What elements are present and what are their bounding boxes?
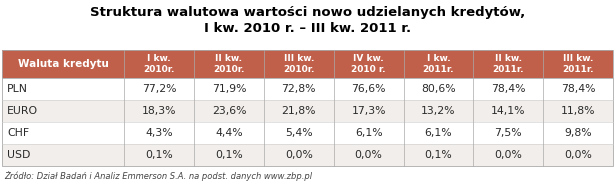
Text: IV kw.
2010 r.: IV kw. 2010 r.	[351, 54, 386, 74]
Text: 6,1%: 6,1%	[355, 128, 383, 138]
Text: 0,1%: 0,1%	[424, 150, 452, 160]
Bar	[2, 78, 613, 100]
Text: I kw. 2010 r. – III kw. 2011 r.: I kw. 2010 r. – III kw. 2011 r.	[204, 22, 411, 35]
Text: 17,3%: 17,3%	[351, 106, 386, 116]
Text: III kw.
2011r.: III kw. 2011r.	[562, 54, 594, 74]
Text: PLN: PLN	[7, 84, 28, 94]
Text: I kw.
2011r.: I kw. 2011r.	[423, 54, 454, 74]
Text: 4,4%: 4,4%	[215, 128, 243, 138]
Text: 11,8%: 11,8%	[561, 106, 595, 116]
Text: 6,1%: 6,1%	[424, 128, 452, 138]
Bar	[2, 50, 613, 78]
Text: 9,8%: 9,8%	[565, 128, 592, 138]
Text: 76,6%: 76,6%	[351, 84, 386, 94]
Text: Waluta kredytu: Waluta kredytu	[18, 59, 108, 69]
Text: 14,1%: 14,1%	[491, 106, 525, 116]
Bar	[2, 50, 613, 166]
Text: 21,8%: 21,8%	[282, 106, 316, 116]
Text: Struktura walutowa wartości nowo udzielanych kredytów,: Struktura walutowa wartości nowo udziela…	[90, 6, 525, 19]
Text: CHF: CHF	[7, 128, 29, 138]
Text: 0,1%: 0,1%	[215, 150, 243, 160]
Text: 0,0%: 0,0%	[494, 150, 522, 160]
Text: USD: USD	[7, 150, 30, 160]
Text: 18,3%: 18,3%	[142, 106, 177, 116]
Text: 23,6%: 23,6%	[212, 106, 246, 116]
Text: 0,0%: 0,0%	[285, 150, 312, 160]
Bar	[2, 122, 613, 144]
Text: 78,4%: 78,4%	[561, 84, 595, 94]
Bar	[2, 144, 613, 166]
Text: 13,2%: 13,2%	[421, 106, 456, 116]
Text: I kw.
2010r.: I kw. 2010r.	[143, 54, 175, 74]
Text: 5,4%: 5,4%	[285, 128, 312, 138]
Text: 71,9%: 71,9%	[212, 84, 246, 94]
Text: EURO: EURO	[7, 106, 38, 116]
Bar	[2, 100, 613, 122]
Text: 77,2%: 77,2%	[142, 84, 177, 94]
Text: 78,4%: 78,4%	[491, 84, 525, 94]
Text: 0,0%: 0,0%	[355, 150, 383, 160]
Text: 80,6%: 80,6%	[421, 84, 456, 94]
Text: 0,1%: 0,1%	[145, 150, 173, 160]
Text: 4,3%: 4,3%	[145, 128, 173, 138]
Text: 0,0%: 0,0%	[564, 150, 592, 160]
Text: II kw.
2011r.: II kw. 2011r.	[493, 54, 524, 74]
Text: Żródło: Dział Badań i Analiz Emmerson S.A. na podst. danych www.zbp.pl: Żródło: Dział Badań i Analiz Emmerson S.…	[4, 171, 312, 181]
Text: II kw.
2010r.: II kw. 2010r.	[213, 54, 245, 74]
Text: III kw.
2010r.: III kw. 2010r.	[283, 54, 314, 74]
Text: 72,8%: 72,8%	[282, 84, 316, 94]
Text: 7,5%: 7,5%	[494, 128, 522, 138]
